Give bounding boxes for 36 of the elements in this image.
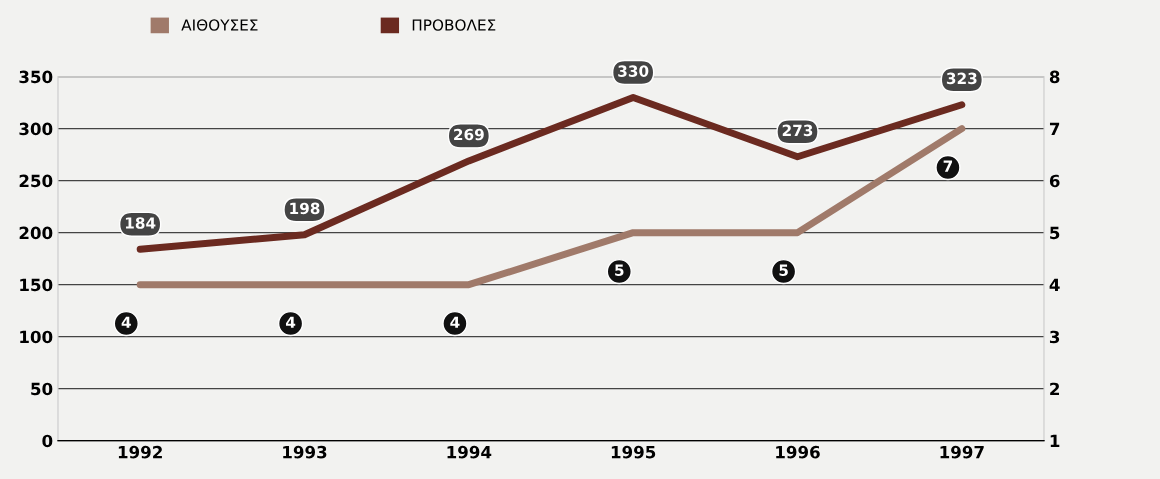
y-tick-label: 0 [42, 434, 53, 448]
y-tick-label: 150 [20, 278, 53, 292]
x-tick-label: 1995 [611, 445, 656, 459]
x-tick-label: 1992 [118, 445, 162, 459]
y2-tick-label: 5 [1050, 226, 1060, 240]
y-tick-label: 350 [19, 70, 53, 84]
y-tick-label: 100 [20, 330, 53, 344]
y2-tick-label: 7 [1049, 122, 1060, 135]
data-label: 269 [454, 128, 484, 141]
data-label: 5 [615, 264, 624, 276]
y-tick-label: 250 [19, 174, 53, 188]
x-tick-label: 1993 [283, 445, 327, 459]
legend-label: ΑΙΘΟΥΣΕΣ [181, 19, 258, 31]
x-tick-label: 1994 [447, 445, 492, 459]
data-label: 330 [618, 65, 649, 77]
y-tick-label: 300 [19, 122, 53, 136]
y2-tick-label: 4 [1049, 278, 1060, 291]
y-tick-label: 50 [31, 382, 53, 396]
data-label: 7 [943, 160, 953, 172]
y2-tick-label: 8 [1049, 70, 1060, 84]
x-tick-label: 1996 [776, 445, 820, 459]
y2-tick-label: 1 [1050, 434, 1060, 448]
data-label: 5 [779, 264, 788, 276]
y-tick-label: 200 [19, 226, 53, 240]
y2-tick-label: 6 [1049, 174, 1060, 188]
y2-tick-label: 2 [1050, 382, 1060, 396]
data-label: 4 [121, 316, 131, 328]
data-label: 4 [450, 316, 460, 328]
legend-label: ΠΡΟΒΟΛΕΣ [412, 19, 496, 31]
data-label: 323 [946, 72, 977, 85]
data-label: 273 [782, 124, 813, 137]
y2-tick-label: 3 [1049, 330, 1060, 344]
data-label: 198 [290, 202, 320, 215]
data-label: 184 [125, 217, 156, 229]
data-label: 4 [285, 316, 296, 328]
x-tick-label: 1997 [940, 445, 984, 459]
